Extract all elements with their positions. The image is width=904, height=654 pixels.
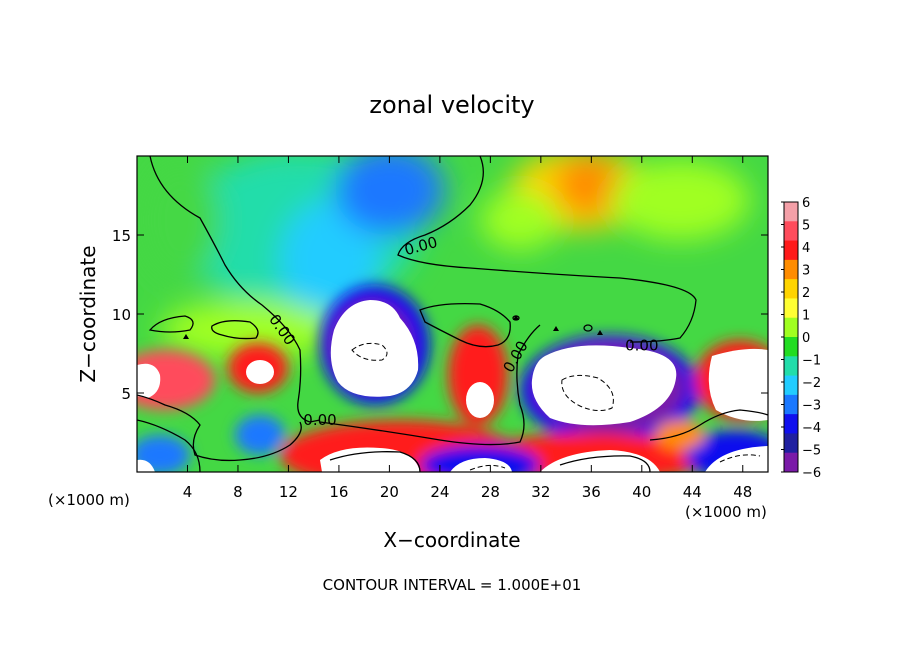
colorbar-tick-label: −4: [802, 421, 821, 436]
contour-lines: [137, 156, 768, 472]
colorbar-swatch: [784, 452, 798, 473]
x-tick-label: 32: [531, 483, 550, 501]
y-tick-label: 10: [112, 306, 131, 324]
x-tick-label: 36: [582, 483, 601, 501]
x-unit-right: (×1000 m): [685, 503, 767, 521]
colorbar-tick-label: −6: [802, 466, 821, 481]
x-tick-label: 12: [279, 483, 298, 501]
colorbar-tick-label: 2: [802, 286, 810, 301]
colorbar-tick-label: 1: [802, 309, 810, 324]
x-tick-label: 24: [430, 483, 449, 501]
colorbar-swatch: [784, 394, 798, 415]
y-tick-label: 5: [121, 385, 131, 403]
colorbar: 6 5 4 3 2 1 0 −1 −2 −3 −4 −5 −6: [781, 196, 821, 481]
colorbar-tick-label: −2: [802, 376, 821, 391]
colorbar-tick-label: −3: [802, 399, 821, 414]
x-tick-label: 40: [632, 483, 651, 501]
saturated-regions: [137, 300, 768, 472]
x-axis-ticks: 4 8 12 16 20 24 28 32 36 40 44 48: [183, 156, 752, 501]
colorbar-tick-label: −5: [802, 444, 821, 459]
x-tick-label: 4: [183, 483, 193, 501]
colorbar-tick-label: 0: [802, 331, 810, 346]
x-tick-label: 8: [233, 483, 243, 501]
colorbar-tick-label: 5: [802, 219, 810, 234]
chart-title: zonal velocity: [369, 91, 534, 119]
colorbar-tick-label: 3: [802, 264, 810, 279]
x-tick-label: 48: [733, 483, 752, 501]
x-unit-left: (×1000 m): [48, 491, 130, 509]
contour-label: 0.00: [625, 337, 658, 355]
colorbar-swatch: [784, 279, 798, 299]
colorbar-swatch: [784, 433, 798, 454]
colorbar-swatch: [784, 317, 798, 338]
contour-label: 0.00: [303, 411, 336, 429]
colorbar-swatch: [784, 356, 798, 377]
colorbar-swatch: [784, 298, 798, 319]
colorbar-swatch: [784, 221, 798, 242]
colorbar-tick-label: 6: [802, 196, 810, 211]
y-axis-ticks: 5 10 15: [112, 227, 768, 403]
colorbar-swatch: [784, 414, 798, 434]
colorbar-swatch: [784, 375, 798, 396]
plot-area: 0.000.000.000.00 0.00: [137, 156, 768, 472]
colorbar-swatch: [784, 240, 798, 261]
colorbar-swatch: [784, 202, 798, 222]
contour-interval-note: CONTOUR INTERVAL = 1.000E+01: [323, 576, 582, 594]
x-axis-label: X−coordinate: [383, 528, 520, 552]
colorbar-tick-label: 4: [802, 241, 810, 256]
colorbar-swatch: [784, 259, 798, 280]
colorbar-swatch: [784, 337, 798, 357]
x-tick-label: 20: [380, 483, 399, 501]
contour-markers: [183, 315, 603, 339]
dashed-contours: [351, 342, 761, 471]
x-tick-label: 16: [329, 483, 348, 501]
color-field: [140, 156, 750, 360]
colorbar-tick-label: −1: [802, 354, 821, 369]
x-tick-label: 44: [683, 483, 702, 501]
y-tick-label: 15: [112, 227, 131, 245]
x-tick-label: 28: [481, 483, 500, 501]
y-axis-label: Z−coordinate: [76, 245, 100, 382]
